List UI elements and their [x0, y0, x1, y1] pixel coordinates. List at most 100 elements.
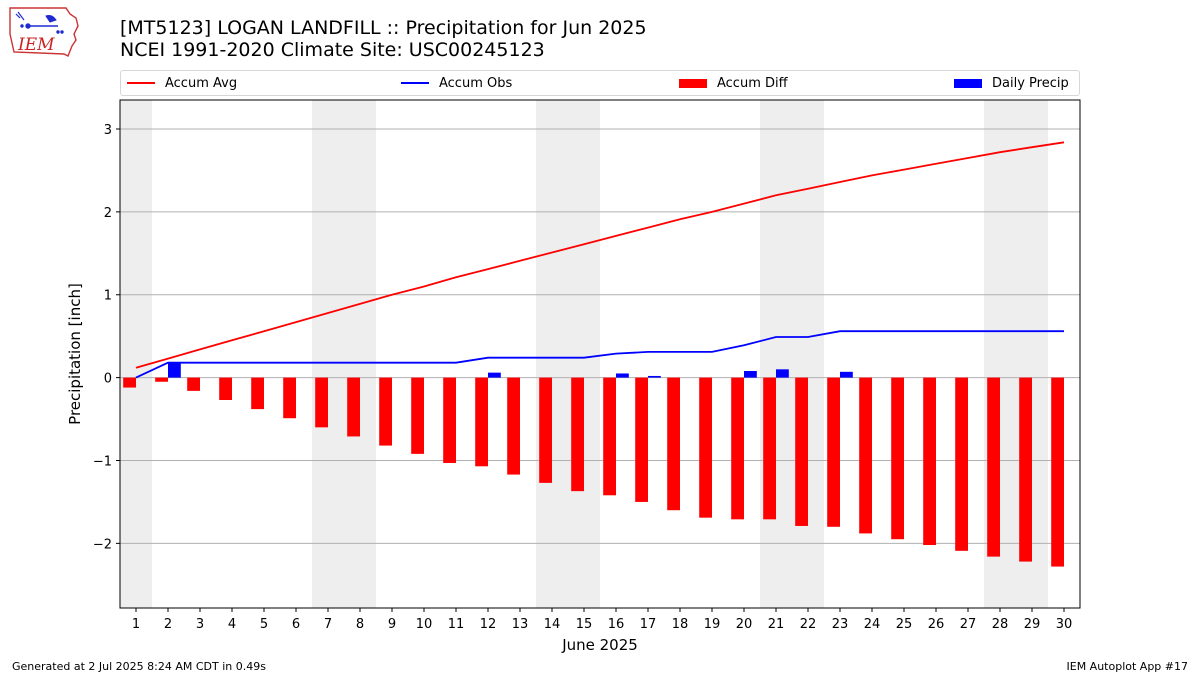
legend-item-accum-obs: Accum Obs — [401, 71, 512, 95]
weekend-shading — [120, 100, 1048, 608]
weekend-band — [536, 100, 600, 608]
legend-swatch — [127, 82, 155, 84]
generated-timestamp: Generated at 2 Jul 2025 8:24 AM CDT in 0… — [12, 660, 266, 673]
legend-label: Accum Avg — [165, 75, 238, 91]
daily-precip-bar — [744, 370, 757, 378]
accum-diff-bar — [1051, 377, 1064, 567]
y-tick-label: 0 — [104, 372, 112, 387]
x-tick-label: 3 — [196, 617, 204, 632]
chart-legend: Accum Avg Accum Obs Accum Diff Daily Pre… — [120, 70, 1080, 96]
accum-obs-line — [135, 330, 1064, 379]
legend-item-accum-diff: Accum Diff — [679, 71, 788, 95]
x-tick-label: 14 — [544, 617, 561, 632]
y-tick-label: 1 — [104, 289, 112, 304]
accum-diff-bar — [731, 377, 744, 520]
accum-diff-bar — [667, 377, 680, 511]
x-tick-label: 15 — [576, 617, 593, 632]
daily-precip-bar — [168, 362, 181, 378]
legend-label: Daily Precip — [992, 75, 1069, 91]
accum-diff-bar — [475, 377, 488, 467]
accum-diff-bar — [219, 377, 232, 400]
accum-diff-bar — [539, 377, 552, 483]
legend-label: Accum Diff — [717, 75, 788, 91]
x-tick-label: 25 — [896, 617, 913, 632]
x-tick-label: 4 — [228, 617, 236, 632]
weekend-band — [760, 100, 824, 608]
x-tick-label: 8 — [356, 617, 364, 632]
accum-diff-bar — [635, 377, 648, 502]
x-tick-label: 9 — [388, 617, 396, 632]
x-tick-label: 18 — [672, 617, 689, 632]
x-tick-label: 7 — [324, 617, 332, 632]
x-tick-label: 1 — [132, 617, 140, 632]
x-tick-label: 16 — [608, 617, 625, 632]
accum-diff-bar — [891, 377, 904, 540]
x-tick-label: 22 — [800, 617, 817, 632]
x-tick-label: 20 — [736, 617, 753, 632]
x-tick-label: 29 — [1024, 617, 1041, 632]
accum-diff-bar — [251, 377, 264, 410]
chart-subtitle: NCEI 1991-2020 Climate Site: USC00245123 — [120, 39, 545, 61]
x-tick-label: 10 — [416, 617, 433, 632]
x-tick-label: 27 — [960, 617, 977, 632]
x-tick-label: 23 — [832, 617, 849, 632]
x-tick-label: 19 — [704, 617, 721, 632]
chart-title: [MT5123] LOGAN LANDFILL :: Precipitation… — [120, 17, 647, 39]
accum-diff-bar — [923, 377, 936, 546]
legend-item-accum-avg: Accum Avg — [127, 71, 237, 95]
legend-swatch — [401, 82, 429, 84]
x-tick-label: 11 — [448, 617, 465, 632]
x-tick-label: 6 — [292, 617, 300, 632]
x-tick-label: 24 — [864, 617, 881, 632]
accum-diff-bar — [123, 377, 136, 388]
x-axis-label: June 2025 — [561, 636, 638, 654]
legend-swatch — [954, 78, 982, 88]
daily-precip-bar — [616, 373, 629, 378]
accum-diff-bar — [699, 377, 712, 518]
x-tick-label: 21 — [768, 617, 785, 632]
accum-diff-bar — [955, 377, 968, 551]
x-tick-label: 26 — [928, 617, 945, 632]
x-tick-label: 5 — [260, 617, 268, 632]
iem-logo: IEM — [9, 7, 79, 57]
logo-text: IEM — [17, 35, 55, 55]
x-tick-label: 28 — [992, 617, 1009, 632]
accum-diff-bar — [379, 377, 392, 446]
daily-precip-bar — [840, 371, 853, 378]
accum-diff-bar — [155, 377, 168, 382]
iowa-state-outline — [9, 7, 79, 57]
legend-item-daily-precip: Daily Precip — [954, 71, 1069, 95]
accum-diff-bar — [283, 377, 296, 419]
accum-diff-bar — [1019, 377, 1032, 562]
x-tick-label: 12 — [480, 617, 497, 632]
gridlines — [120, 128, 1080, 544]
app-credit: IEM Autoplot App #17 — [1066, 660, 1189, 673]
accum-diff-bar — [795, 377, 808, 526]
accum-diff-bar — [187, 377, 200, 391]
bars — [123, 362, 1064, 567]
daily-precip-bar — [776, 369, 789, 378]
daily-precip-bar — [488, 372, 501, 378]
weather-icons — [15, 11, 64, 34]
x-tick-label: 17 — [640, 617, 657, 632]
accum-diff-bar — [347, 377, 360, 437]
y-tick-label: 2 — [104, 206, 112, 221]
y-tick-label: −1 — [93, 454, 112, 469]
accum-diff-bar — [987, 377, 1000, 557]
accum-diff-bar — [571, 377, 584, 492]
accum-diff-bar — [859, 377, 872, 534]
accum-avg-line — [135, 141, 1065, 369]
legend-label: Accum Obs — [439, 75, 513, 91]
y-axis-label: Precipitation [inch] — [66, 283, 84, 425]
x-tick-label: 13 — [512, 617, 529, 632]
y-tick-label: 3 — [104, 123, 112, 138]
x-tick-label: 2 — [164, 617, 172, 632]
accum-diff-bar — [411, 377, 424, 454]
weekend-band — [120, 100, 152, 608]
y-tick-label: −2 — [93, 537, 112, 552]
legend-swatch — [679, 78, 707, 88]
plot-frame — [119, 99, 1081, 609]
series-lines — [135, 141, 1065, 379]
